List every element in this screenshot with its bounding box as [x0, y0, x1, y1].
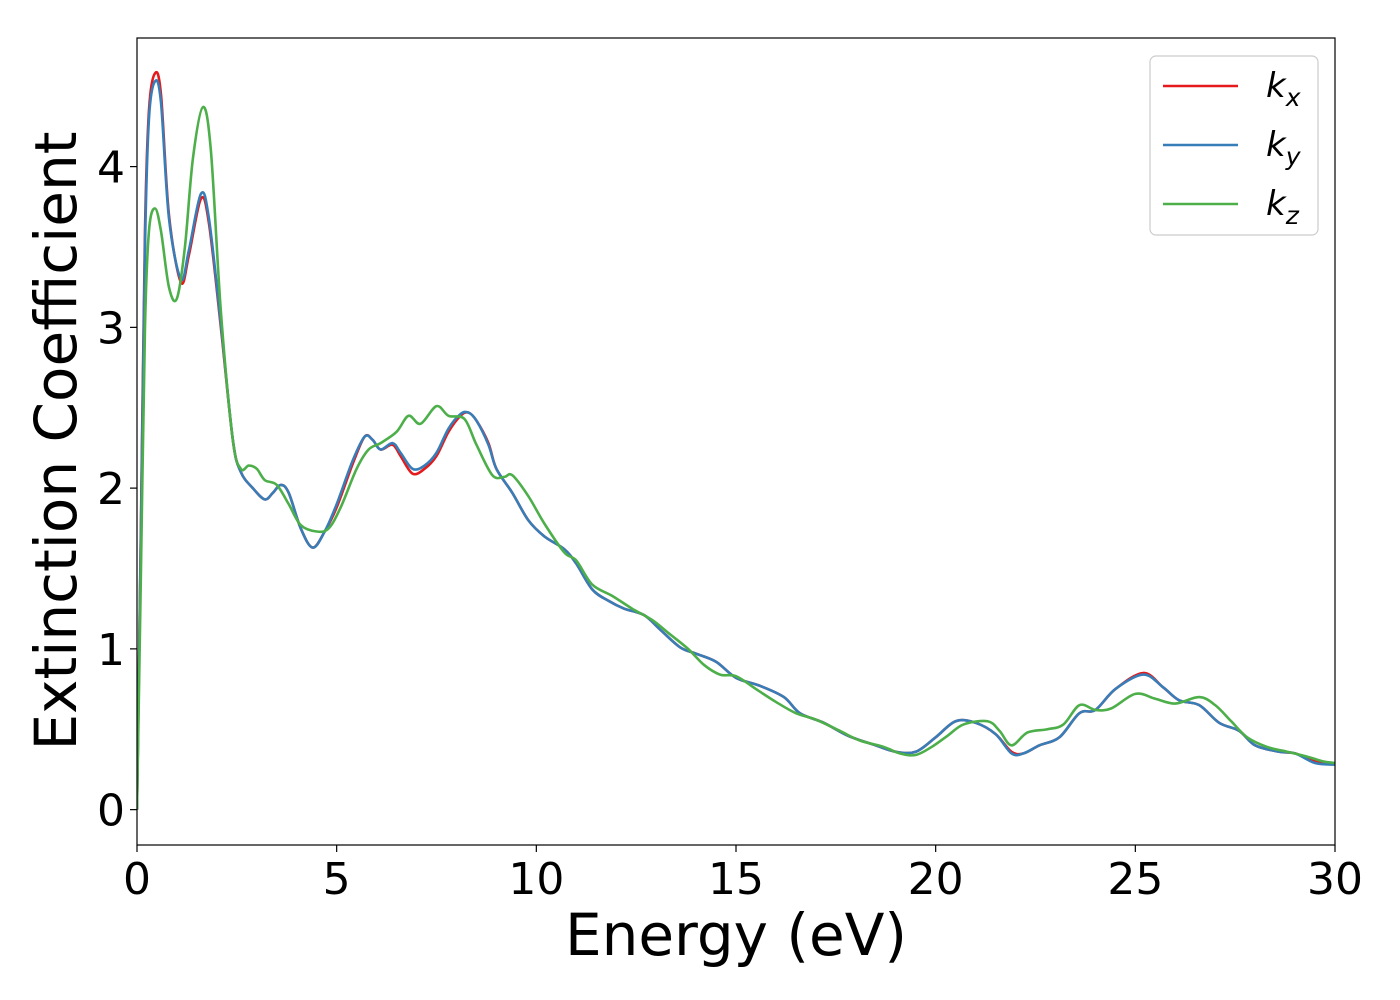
x-axis: 0 5 10 15 20 25 30 — [123, 845, 1363, 905]
legend: kx ky kz — [1149, 55, 1319, 236]
x-axis-title: Energy (eV) — [565, 901, 907, 969]
x-tick-label: 0 — [123, 854, 151, 905]
plot-area — [136, 37, 1336, 846]
legend-label-ky: ky — [1266, 125, 1302, 171]
series-layer — [137, 70, 1335, 810]
x-tick-label: 25 — [1107, 854, 1163, 905]
y-tick-label: 3 — [97, 303, 125, 354]
y-tick-label: 1 — [97, 625, 125, 676]
x-tick-label: 30 — [1307, 854, 1363, 905]
series-line-kz — [137, 105, 1335, 810]
y-tick-label: 0 — [97, 786, 125, 837]
legend-label-kz: kz — [1266, 184, 1300, 230]
legend-label-kx: kx — [1266, 66, 1301, 112]
x-tick-label: 15 — [708, 854, 764, 905]
x-tick-label: 20 — [908, 854, 964, 905]
y-tick-label: 4 — [97, 143, 125, 194]
y-tick-label: 2 — [97, 464, 125, 515]
x-tick-label: 10 — [508, 854, 564, 905]
y-axis-title: Extinction Coefficient — [22, 132, 90, 751]
y-axis: 0 1 2 3 4 — [97, 143, 137, 837]
x-tick-label: 5 — [323, 854, 351, 905]
